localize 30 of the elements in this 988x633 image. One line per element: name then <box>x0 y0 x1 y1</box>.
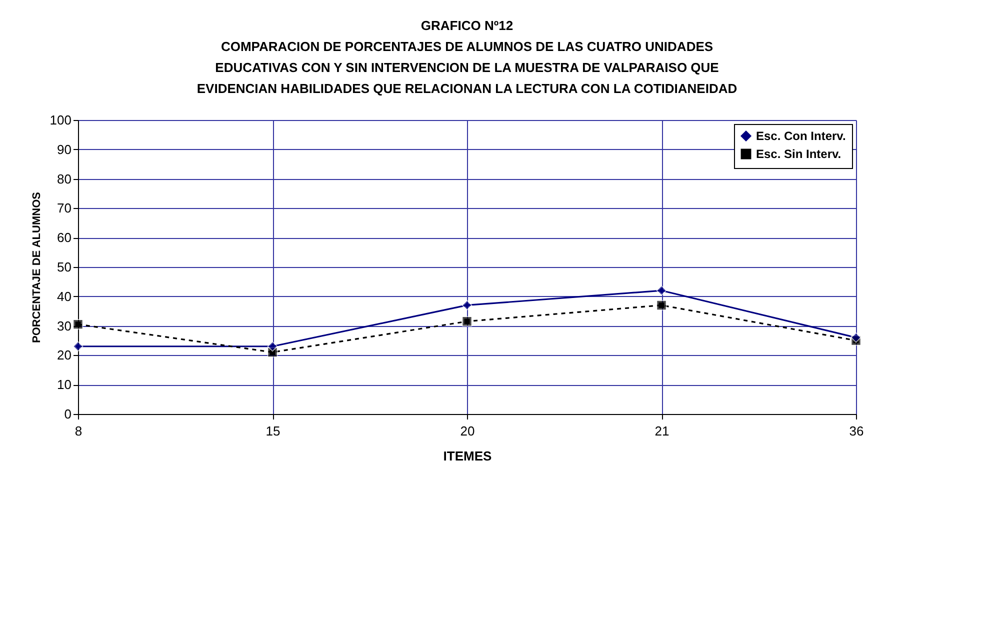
x-tick-label: 15 <box>266 424 280 438</box>
x-tick-label: 36 <box>849 424 864 438</box>
legend-label: Esc. Con Interv. <box>756 129 846 143</box>
y-tick-label: 100 <box>50 112 72 128</box>
point <box>72 341 84 352</box>
point <box>462 316 472 327</box>
y-tick-label: 50 <box>57 260 72 274</box>
y-tick-label: 60 <box>57 230 72 246</box>
x-tick-label: 20 <box>460 424 475 438</box>
point <box>656 285 667 296</box>
x-axis-title: ITEMES <box>443 448 492 464</box>
y-tick-label: 80 <box>57 171 72 186</box>
x-tick-label: 8 <box>74 424 82 438</box>
y-tick-label: 30 <box>57 318 72 334</box>
chart-title: GRAFICO Nº12 <box>420 18 514 33</box>
point <box>850 332 862 343</box>
y-tick-label: 0 <box>64 406 72 422</box>
y-tick-label: 10 <box>57 377 72 392</box>
x-tick-label: 21 <box>654 424 670 438</box>
y-axis-title: PORCENTAJE DE ALUMNOS <box>30 192 43 343</box>
y-tick-label: 70 <box>57 200 72 216</box>
point <box>267 341 278 352</box>
y-tick-label: 40 <box>57 288 72 304</box>
point <box>72 319 84 330</box>
y-tick-label: 20 <box>57 348 72 363</box>
legend-label: Esc. Sin Interv. <box>756 147 842 161</box>
chart-subtitle: COMPARACION DE PORCENTAJES DE ALUMNOS DE LAS CUATRO UNIDADES EDUCATIVAS CON Y SIN INTERVENCION DE LA MUESTRA DE VALPARAISO QUE EVIDENCIAN HABILIDADES QUE RELACIONAN LA LECTURA CON LA COTIDIANEIDAD <box>196 39 738 96</box>
y-tick-label: 90 <box>57 142 72 157</box>
point <box>462 300 472 310</box>
point <box>656 300 667 310</box>
